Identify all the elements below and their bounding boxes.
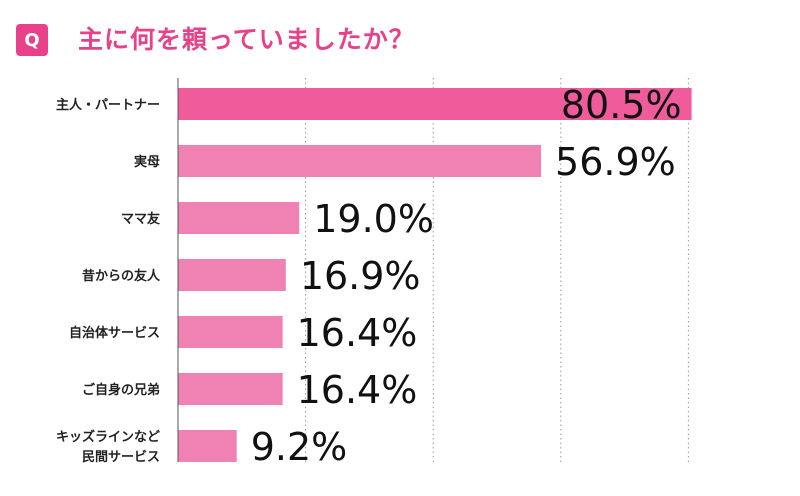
category-label-2: ママ友: [121, 211, 160, 227]
value-label-0: 80.5%: [561, 83, 682, 127]
question-title: 主に何を頼っていましたか？: [78, 25, 415, 54]
category-label-4: 自治体サービス: [69, 325, 160, 341]
value-labels: 80.5% 56.9% 19.0% 16.9% 16.4% 16.4% 9.2%: [251, 83, 682, 469]
value-label-4: 16.4%: [297, 311, 418, 355]
header: Q 主に何を頼っていましたか？: [0, 0, 800, 70]
grid-lines: [305, 78, 689, 462]
value-label-3: 16.9%: [300, 254, 421, 298]
question-badge: Q: [16, 24, 48, 56]
bar-0: [178, 88, 692, 120]
category-labels: 主人・パートナー実母ママ友昔からの友人自治体サービスご自身の兄弟キッズラインなど…: [56, 97, 161, 465]
category-label-3: 昔からの友人: [82, 268, 161, 284]
bar-2: [178, 202, 300, 234]
bars: [178, 88, 692, 462]
bar-5: [178, 373, 283, 405]
value-label-2: 19.0%: [313, 197, 434, 241]
value-label-6: 9.2%: [251, 425, 348, 469]
category-label-1: 実母: [134, 154, 160, 170]
category-label-5: ご自身の兄弟: [82, 382, 160, 398]
category-label-6-1: 民間サービス: [82, 449, 160, 465]
bar-3: [178, 259, 286, 291]
bar-1: [178, 145, 542, 177]
value-label-5: 16.4%: [297, 368, 418, 412]
bar-4: [178, 316, 283, 348]
category-label-0: 主人・パートナー: [56, 97, 160, 113]
bar-6: [178, 430, 237, 462]
value-label-1: 56.9%: [555, 140, 676, 184]
category-label-6-0: キッズラインなど: [56, 429, 160, 445]
